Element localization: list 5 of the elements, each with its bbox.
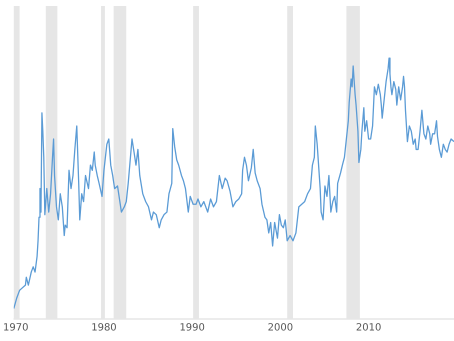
x-tick-label: 2010	[356, 322, 382, 334]
x-tick-label: 1980	[91, 322, 117, 334]
x-tick-label: 1970	[3, 322, 28, 334]
x-tick-label: 1990	[179, 322, 205, 334]
x-tick-label: 2000	[268, 322, 294, 334]
